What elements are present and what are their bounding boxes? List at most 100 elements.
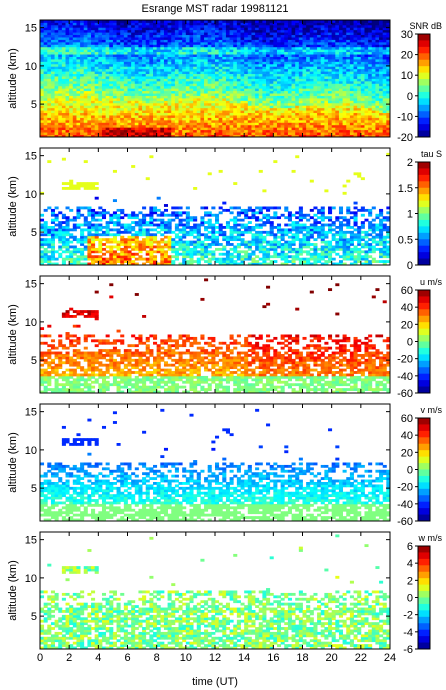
heatmap-cell xyxy=(259,49,263,52)
heatmap-cell xyxy=(135,98,139,101)
heatmap-cell xyxy=(237,40,241,43)
heatmap-cell xyxy=(321,103,325,106)
heatmap-cell xyxy=(208,110,212,113)
heatmap-cell xyxy=(98,238,102,241)
heatmap-cell xyxy=(211,79,215,82)
heatmap-cell xyxy=(189,81,193,84)
heatmap-cell xyxy=(335,108,339,111)
heatmap-cell xyxy=(171,71,175,74)
heatmap-cell xyxy=(335,69,339,72)
heatmap-cell xyxy=(124,66,128,69)
heatmap-cell xyxy=(295,113,299,116)
heatmap-cell xyxy=(230,40,234,43)
heatmap-cell xyxy=(339,64,343,67)
heatmap-cell xyxy=(277,25,281,28)
heatmap-cell xyxy=(58,100,62,103)
heatmap-cell xyxy=(277,125,281,128)
heatmap-cell xyxy=(310,93,314,96)
heatmap-cell xyxy=(321,108,325,111)
heatmap-cell xyxy=(226,83,230,86)
heatmap-cell xyxy=(179,59,183,62)
heatmap-cell xyxy=(357,88,361,91)
heatmap-cell xyxy=(91,96,95,99)
heatmap-cell xyxy=(215,66,219,69)
heatmap-cell xyxy=(73,52,77,55)
heatmap-cell xyxy=(266,113,270,116)
heatmap-cell xyxy=(91,236,95,239)
heatmap-cell xyxy=(87,61,91,64)
heatmap-cell xyxy=(339,66,343,69)
heatmap-cell xyxy=(208,59,212,62)
heatmap-cell xyxy=(241,37,245,40)
heatmap-cell xyxy=(106,108,110,111)
heatmap-cell xyxy=(255,105,259,108)
heatmap-cell xyxy=(354,113,358,116)
heatmap-cell xyxy=(310,47,314,50)
heatmap-cell xyxy=(98,69,102,72)
heatmap-cell xyxy=(91,100,95,103)
heatmap-cell xyxy=(58,221,62,224)
heatmap-cell xyxy=(303,81,307,84)
heatmap-cell xyxy=(91,120,95,123)
heatmap-cell xyxy=(120,103,124,106)
heatmap-cell xyxy=(361,40,365,43)
heatmap-cell xyxy=(230,105,234,108)
heatmap-cell xyxy=(357,113,361,116)
heatmap-cell xyxy=(379,52,383,55)
heatmap-cell xyxy=(208,25,212,28)
heatmap-cell xyxy=(354,81,358,84)
heatmap-cell xyxy=(131,27,135,30)
heatmap-cell xyxy=(142,88,146,91)
heatmap-cell xyxy=(262,61,266,64)
heatmap-cell xyxy=(142,44,146,47)
heatmap-cell xyxy=(372,91,376,94)
heatmap-cell xyxy=(303,120,307,123)
heatmap-cell xyxy=(361,100,365,103)
heatmap-cell xyxy=(98,207,102,210)
heatmap-cell xyxy=(87,130,91,133)
heatmap-cell xyxy=(215,61,219,64)
heatmap-cell xyxy=(175,108,179,111)
heatmap-cell xyxy=(153,25,157,28)
heatmap-cell xyxy=(310,115,314,118)
heatmap-cell xyxy=(350,130,354,133)
heatmap-cell xyxy=(354,110,358,113)
heatmap-cell xyxy=(153,69,157,72)
heatmap-cell xyxy=(313,64,317,67)
heatmap-cell xyxy=(324,100,328,103)
heatmap-cell xyxy=(230,110,234,113)
heatmap-cell xyxy=(69,125,73,128)
heatmap-cell xyxy=(237,57,241,60)
heatmap-cell xyxy=(383,30,387,33)
heatmap-cell xyxy=(226,47,230,50)
heatmap-cell xyxy=(310,98,314,101)
heatmap-cell xyxy=(306,57,310,60)
heatmap-cell xyxy=(313,22,317,25)
heatmap-cell xyxy=(284,59,288,62)
heatmap-cell xyxy=(164,110,168,113)
heatmap-cell xyxy=(80,120,84,123)
heatmap-cell xyxy=(273,40,277,43)
heatmap-cell xyxy=(47,93,51,96)
heatmap-cell xyxy=(368,105,372,108)
heatmap-cell xyxy=(164,122,168,125)
heatmap-cell xyxy=(73,30,77,33)
heatmap-cell xyxy=(281,49,285,52)
heatmap-cell xyxy=(375,93,379,96)
heatmap-cell xyxy=(215,57,219,60)
heatmap-cell xyxy=(343,27,347,30)
heatmap-cell xyxy=(200,44,204,47)
heatmap-cell xyxy=(270,93,274,96)
heatmap-cell xyxy=(324,27,328,30)
heatmap-cell xyxy=(128,30,132,33)
heatmap-cell xyxy=(102,22,106,25)
heatmap-cell xyxy=(266,76,270,79)
heatmap-cell xyxy=(120,118,124,121)
heatmap-cell xyxy=(160,96,164,99)
heatmap-cell xyxy=(208,52,212,55)
heatmap-cell xyxy=(321,35,325,38)
heatmap-cell xyxy=(306,81,310,84)
heatmap-cell xyxy=(343,113,347,116)
heatmap-cell xyxy=(222,122,226,125)
heatmap-cell xyxy=(142,86,146,89)
